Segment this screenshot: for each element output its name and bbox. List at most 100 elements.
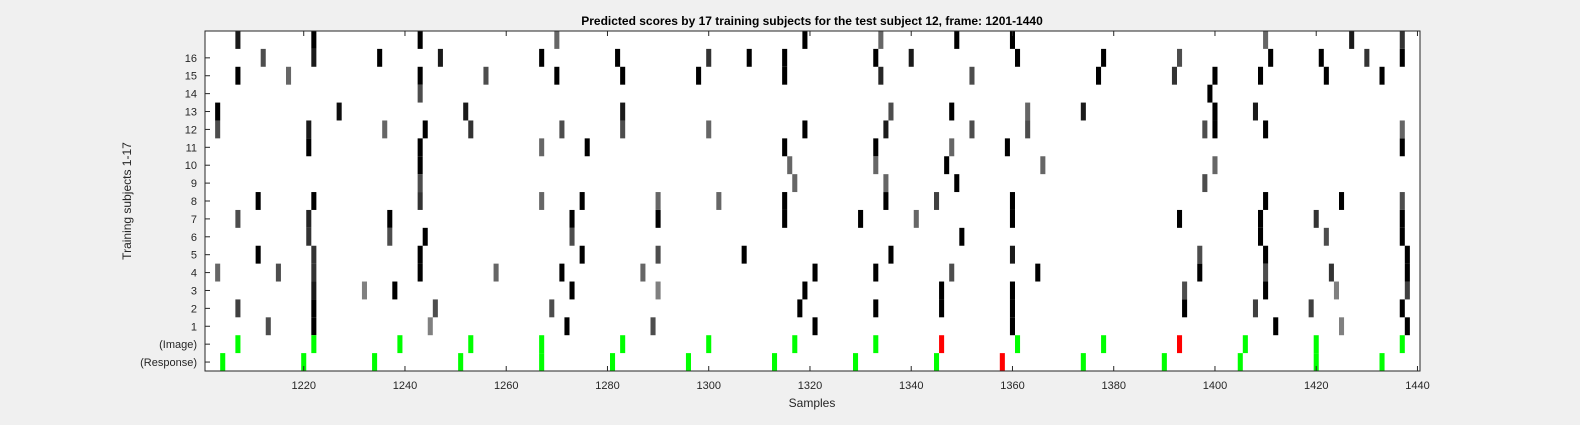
axis-ticks: 1220 1240 1260 1280 1300 1320 1340 1360 1380 1400…: [140, 31, 1430, 392]
heat-cell: [493, 263, 499, 282]
heat-cell: [1182, 281, 1188, 300]
heat-cell: [1009, 209, 1015, 228]
y-tick-label: 12: [185, 124, 197, 136]
x-tick-label: 1320: [798, 380, 822, 392]
heat-cell: [706, 120, 712, 139]
heat-cell: [559, 263, 565, 282]
heat-cell: [286, 66, 292, 85]
heat-cell: [539, 192, 545, 210]
heat-cell: [417, 245, 423, 264]
heat-cell: [1009, 299, 1015, 318]
x-tick-label: 1260: [494, 380, 518, 392]
heat-cell: [468, 120, 474, 139]
heat-cell: [1399, 192, 1405, 210]
heat-cell: [463, 102, 469, 121]
heat-cell: [265, 317, 271, 336]
heat-cell: [650, 317, 656, 336]
heat-cell: [437, 48, 443, 67]
heat-cell: [1404, 263, 1410, 282]
heat-cell: [1404, 245, 1410, 264]
y-tick-label: 5: [191, 250, 197, 262]
heat-cell: [797, 299, 803, 318]
response-event-mark: [772, 353, 778, 371]
heat-cell: [620, 66, 626, 85]
x-tick-label: 1280: [595, 380, 619, 392]
heat-cell: [1328, 263, 1334, 282]
heat-cell: [336, 102, 342, 121]
heat-cell: [539, 48, 545, 67]
heat-cell: [1399, 299, 1405, 318]
heat-cell: [1399, 31, 1405, 49]
heat-cell: [1399, 227, 1405, 246]
image-event-mark: [792, 335, 798, 354]
heat-cell: [1263, 192, 1269, 210]
heat-cell: [949, 138, 955, 157]
heat-cell: [782, 66, 788, 85]
heat-cell: [1035, 263, 1041, 282]
heat-cell: [1212, 102, 1218, 121]
heat-cell: [1333, 281, 1339, 300]
response-event-mark: [685, 353, 691, 371]
image-event-mark: [311, 335, 317, 354]
heat-cell: [1258, 209, 1264, 228]
response-event-mark: [458, 353, 464, 371]
heat-cell: [1009, 192, 1015, 210]
heat-cell: [782, 48, 788, 67]
heat-cell: [1202, 120, 1208, 139]
heat-cell: [1096, 66, 1102, 85]
heat-cell: [306, 209, 312, 228]
heat-cell: [579, 245, 585, 264]
heat-cell: [873, 48, 879, 67]
heat-cell: [1025, 102, 1031, 121]
heat-cell: [260, 48, 266, 67]
heat-cell: [802, 31, 808, 49]
heat-cell: [1197, 263, 1203, 282]
x-tick-label: 1240: [393, 380, 417, 392]
heat-cell: [888, 102, 894, 121]
heat-cell: [655, 245, 661, 264]
heat-cell: [387, 227, 393, 246]
image-event-mark: [1313, 335, 1319, 354]
response-event-mark: [539, 353, 545, 371]
y-tick-label: 11: [186, 142, 197, 154]
heat-cell: [741, 245, 747, 264]
heat-cell: [883, 120, 889, 139]
response-event-mark: [1313, 353, 1319, 371]
heat-cell: [1318, 48, 1324, 67]
heat-cell: [311, 31, 317, 49]
heat-cell: [382, 120, 388, 139]
heat-cell: [235, 66, 241, 85]
heat-cell: [311, 299, 317, 318]
heat-cell: [959, 227, 965, 246]
heat-cell: [306, 227, 312, 246]
heat-cell: [1025, 120, 1031, 139]
response-event-mark: [934, 353, 940, 371]
heat-cell: [1399, 138, 1405, 157]
heat-cell: [417, 66, 423, 85]
heat-cell: [569, 227, 575, 246]
heat-cell: [1263, 281, 1269, 300]
heat-cell: [944, 156, 950, 175]
heat-cell: [716, 192, 722, 210]
heat-cell: [417, 84, 423, 103]
x-tick-label: 1300: [696, 380, 720, 392]
heat-cell: [746, 48, 752, 67]
response-event-mark: [301, 353, 307, 371]
heat-cell: [655, 209, 661, 228]
heat-cell: [949, 102, 955, 121]
heat-cell: [417, 138, 423, 157]
heat-cell: [417, 174, 423, 193]
heat-cell: [878, 31, 884, 49]
heat-cell: [939, 281, 945, 300]
y-tick-label-event-row: (Response): [140, 357, 197, 369]
heat-cell: [417, 263, 423, 282]
heat-cell: [873, 299, 879, 318]
heat-cell: [1364, 48, 1370, 67]
image-event-mark: [706, 335, 712, 354]
response-event-mark: [220, 353, 226, 371]
heat-cell: [655, 281, 661, 300]
heat-cell: [1258, 227, 1264, 246]
x-tick-label: 1360: [1000, 380, 1024, 392]
